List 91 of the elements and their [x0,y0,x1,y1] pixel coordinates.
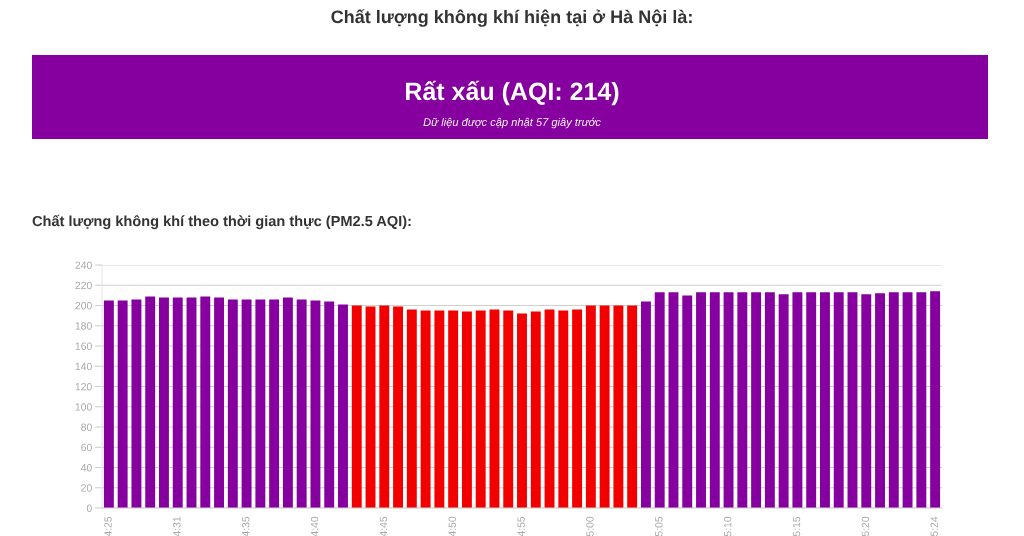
bar [875,293,885,508]
bar [544,309,555,508]
bar [558,310,569,508]
bar [930,291,941,508]
y-tick-label: 120 [75,383,92,391]
bar [296,299,307,508]
x-tick-label: 5:24 [930,516,938,536]
y-tick-label: 0 [86,504,92,512]
x-tick-label: 4:55 [517,516,525,536]
x-tick-label: 5:00 [586,516,594,536]
bar [737,292,748,508]
x-tick-label: 4:40 [310,516,319,536]
bar [200,296,211,508]
bar [668,292,679,508]
bar [709,292,720,508]
bar [847,292,858,508]
x-tick-label: 4:50 [448,516,456,536]
bar [654,292,665,508]
chart-subtitle: Chất lượng không khí theo thời gian thực (PM2.5 AQI): [32,214,411,230]
bar [434,310,445,508]
bar [145,296,156,508]
bar [902,292,913,508]
bar [131,299,142,508]
bar [627,305,638,508]
y-tick-label: 40 [80,464,92,472]
bar [406,309,417,508]
bar [819,292,830,508]
bar [227,299,238,508]
bar [916,292,927,508]
bar [517,313,527,508]
bar [420,310,431,508]
y-tick-label: 160 [75,342,92,350]
x-tick-label: 4:35 [242,516,250,536]
bar [640,301,651,508]
y-tick-label: 60 [81,443,92,452]
x-tick-label: 5:05 [655,516,663,536]
bar [723,292,734,508]
x-tick-label: 4:31 [173,516,181,536]
bar [764,292,775,508]
bar [214,297,225,508]
bar [888,292,899,508]
bar [324,301,335,508]
x-tick-label: 4:45 [379,516,388,536]
bar [172,297,183,508]
bar [833,292,844,508]
bar [530,311,541,508]
bar [448,310,459,508]
x-tick-label: 5:20 [861,516,870,536]
bar [103,300,114,508]
y-tick-label: 80 [81,423,92,431]
bar [338,304,348,508]
chart-title: Chất lượng không khí hiện tại ở Hà Nội là: [331,9,692,27]
bar [255,299,266,508]
bar [117,300,128,508]
bar [379,305,390,508]
y-tick-label: 200 [75,302,92,310]
y-tick-label: 220 [75,281,92,290]
y-tick-label: 20 [81,484,92,492]
bar [310,300,321,508]
y-tick-label: 140 [75,362,92,371]
y-tick-label: 180 [75,322,92,330]
x-tick-label: 5:10 [723,516,732,536]
text: Dữ liệu được cập nhật 57 giây trước [423,117,601,129]
bar [792,292,803,508]
bar [159,297,169,508]
bar [682,295,693,508]
text: Rất xấu (AQI: 214) [406,80,619,106]
bar [806,292,817,508]
bar [489,309,500,508]
bar [282,297,293,508]
bar [585,305,596,508]
bar [461,311,472,508]
bar [365,306,376,508]
bar [613,305,624,508]
y-tick-label: 240 [75,261,92,269]
bar [751,292,762,508]
bar [475,310,486,508]
bar [186,297,197,508]
x-tick-label: 5:15 [792,516,801,536]
bar [269,299,280,508]
bar [572,309,583,508]
x-tick-label: 4:25 [104,516,112,536]
bar [503,310,514,508]
y-tick-label: 100 [75,403,92,411]
bar [778,294,789,508]
bar [241,299,252,508]
bar [351,305,362,508]
bar [696,292,706,508]
bar [861,294,872,508]
bar [599,305,610,508]
bar [393,306,404,508]
